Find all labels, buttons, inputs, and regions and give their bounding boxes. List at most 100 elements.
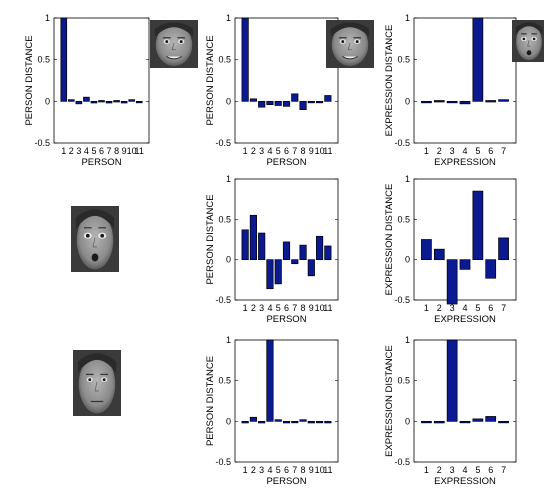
bar-4	[266, 100, 274, 106]
y-tick-label: -0.5	[215, 457, 231, 467]
y-tick-label: 0.5	[218, 214, 231, 224]
bar-7	[291, 93, 299, 102]
x-tick-label: 6	[99, 146, 104, 156]
bar-7	[291, 259, 299, 265]
y-tick-label: 1	[226, 13, 231, 23]
x-tick-label: 1	[424, 146, 429, 156]
y-tick-label: 0	[226, 96, 231, 106]
bar-5	[274, 100, 282, 106]
y-tick-label: -0.5	[215, 295, 231, 305]
bar-11	[324, 245, 332, 261]
bar-1	[421, 100, 432, 104]
plot-frame	[234, 17, 339, 144]
x-axis-label: PERSON	[266, 476, 306, 487]
y-tick-label: 1	[226, 335, 231, 345]
y-tick-label: 1	[405, 335, 410, 345]
y-tick-label: 0.5	[218, 376, 231, 386]
bar-3	[258, 420, 266, 424]
x-tick-label: 7	[292, 303, 297, 313]
plot-frame	[53, 17, 150, 144]
x-tick-label: 3	[450, 465, 455, 475]
bar-2	[249, 416, 257, 422]
x-tick-label: 8	[301, 465, 306, 475]
bar-8	[113, 100, 120, 103]
bar-5	[274, 259, 282, 285]
x-tick-label: 4	[462, 303, 467, 313]
x-tick-label: 3	[76, 146, 81, 156]
x-tick-label: 1	[61, 146, 66, 156]
y-tick-label: 0	[405, 416, 410, 426]
bar-2	[68, 99, 75, 102]
bar-1	[421, 420, 432, 424]
y-tick-label: 0	[226, 416, 231, 426]
bar-9	[307, 259, 315, 277]
bar-6	[485, 416, 497, 422]
x-tick-label: 9	[309, 303, 314, 313]
bar-1	[60, 17, 68, 102]
bar-5	[472, 418, 484, 422]
bar-7	[498, 99, 509, 102]
x-tick-label: 2	[251, 303, 256, 313]
bar-7	[291, 420, 299, 424]
x-tick-label: 6	[284, 465, 289, 475]
bar-11	[324, 95, 332, 102]
y-tick-label: 0	[405, 255, 410, 265]
bar-11	[324, 420, 332, 424]
x-tick-label: 9	[309, 465, 314, 475]
x-tick-label: 7	[501, 303, 506, 313]
plot-frame	[413, 178, 517, 301]
x-tick-label: 11	[323, 146, 332, 156]
bar-10	[316, 235, 324, 261]
x-tick-label: 4	[267, 303, 272, 313]
bar-7	[105, 100, 113, 104]
x-tick-label: 1	[243, 303, 248, 313]
bar-6	[282, 420, 291, 424]
x-tick-label: 9	[309, 146, 314, 156]
y-tick-label: 0.5	[397, 376, 410, 386]
bar-4	[459, 259, 471, 270]
x-tick-label: 1	[424, 465, 429, 475]
x-tick-label: 3	[259, 146, 264, 156]
y-tick-label: 0.5	[37, 55, 50, 65]
bar-2	[433, 248, 445, 261]
bar-9	[307, 100, 315, 104]
bar-4	[459, 420, 471, 424]
y-tick-label: 0	[45, 96, 50, 106]
bar-8	[299, 100, 307, 111]
x-tick-label: 4	[267, 146, 272, 156]
bar-3	[258, 100, 266, 108]
plot-frame	[234, 339, 339, 463]
x-tick-label: 3	[450, 146, 455, 156]
x-tick-label: 6	[284, 303, 289, 313]
x-tick-label: 6	[488, 465, 493, 475]
x-axis-label: PERSON	[81, 157, 121, 168]
x-tick-label: 3	[450, 303, 455, 313]
x-tick-label: 5	[91, 146, 96, 156]
x-tick-label: 5	[475, 465, 480, 475]
bar-6	[485, 259, 497, 279]
bar-6	[282, 241, 291, 261]
bar-1	[241, 420, 249, 424]
bar-9	[120, 100, 128, 104]
bar-6	[98, 100, 105, 103]
bar-6	[282, 100, 291, 107]
bar-3	[446, 100, 458, 104]
x-tick-label: 8	[301, 303, 306, 313]
bar-2	[433, 420, 445, 424]
bar-2	[249, 214, 257, 261]
x-tick-label: 2	[251, 146, 256, 156]
bar-11	[135, 100, 143, 104]
x-tick-label: 7	[107, 146, 112, 156]
bar-9	[307, 420, 315, 424]
x-tick-label: 4	[462, 465, 467, 475]
y-axis-label: PERSON DISTANCE	[205, 194, 216, 284]
bar-10	[316, 420, 324, 424]
x-tick-label: 6	[488, 146, 493, 156]
inset-face-image	[326, 20, 374, 68]
y-tick-label: 0	[405, 96, 410, 106]
bar-7	[498, 420, 509, 424]
bar-4	[266, 339, 274, 422]
